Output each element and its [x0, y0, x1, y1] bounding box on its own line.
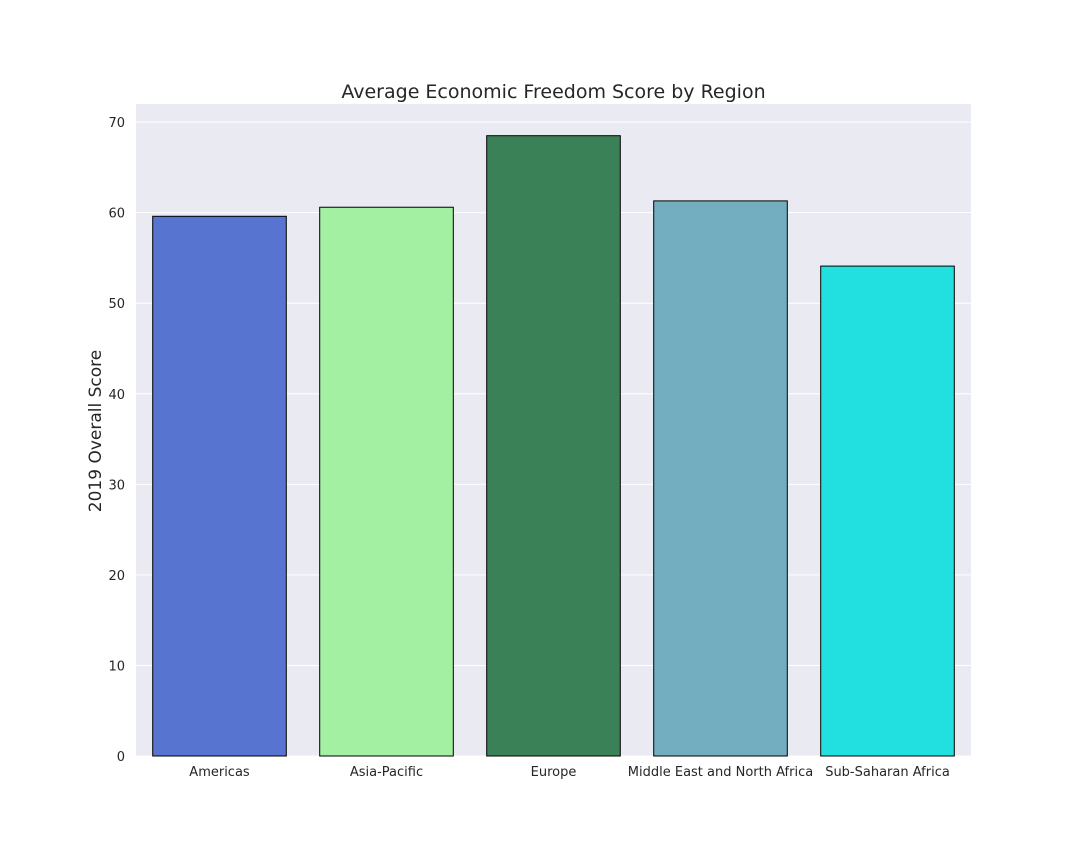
- bar-sub-saharan-africa: [820, 265, 955, 757]
- bar-asia-pacific: [319, 206, 454, 757]
- chart-title: Average Economic Freedom Score by Region: [341, 81, 765, 103]
- y-axis-label: 2019 Overall Score: [86, 350, 106, 512]
- bar-americas: [152, 215, 287, 757]
- y-tick-label: 60: [108, 207, 125, 222]
- x-axis-ticks: Americas Asia-Pacific Europe Middle East an…: [189, 765, 950, 780]
- y-tick-label: 10: [108, 659, 125, 674]
- y-tick-label: 70: [108, 116, 125, 131]
- bar-middle-east-and-north-africa: [653, 200, 788, 757]
- y-tick-label: 20: [108, 569, 125, 584]
- y-axis-ticks: 0 10 20 30 40 50 60 70: [108, 116, 125, 765]
- x-tick-label: Europe: [531, 765, 577, 780]
- bars: [152, 135, 955, 757]
- bar-europe: [486, 135, 621, 757]
- y-tick-label: 0: [117, 750, 125, 765]
- y-tick-label: 30: [108, 478, 125, 493]
- x-tick-label: Middle East and North Africa: [628, 765, 813, 780]
- x-tick-label: Asia-Pacific: [350, 765, 423, 780]
- x-tick-label: Sub-Saharan Africa: [825, 765, 950, 780]
- y-tick-label: 40: [108, 388, 125, 403]
- x-tick-label: Americas: [189, 765, 250, 780]
- y-tick-label: 50: [108, 297, 125, 312]
